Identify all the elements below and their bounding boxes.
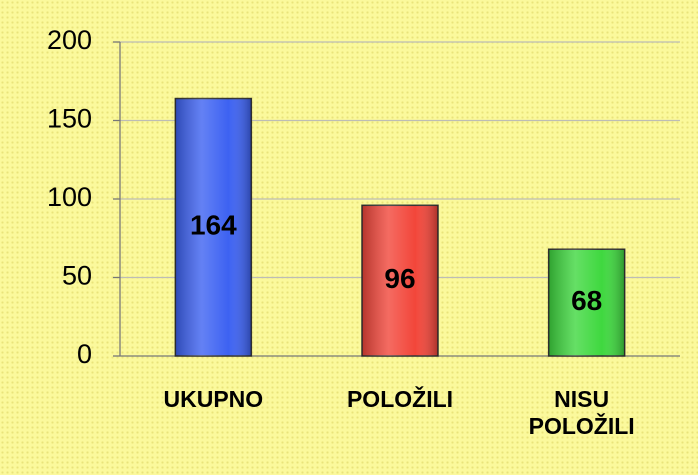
y-tick-label: 0 xyxy=(77,339,92,369)
value-label: 68 xyxy=(571,285,602,316)
x-tick-label: NISU POLOŽILI xyxy=(528,386,635,439)
y-tick-label: 150 xyxy=(47,104,92,134)
value-label: 96 xyxy=(384,263,415,294)
bar-shine xyxy=(362,205,438,356)
bar-shine xyxy=(175,98,252,357)
y-tick-label: 50 xyxy=(62,261,92,291)
value-label: 164 xyxy=(190,210,237,241)
bar-shine xyxy=(548,249,625,356)
y-tick-label: 100 xyxy=(47,182,92,212)
y-tick-label: 200 xyxy=(47,25,92,55)
x-tick-label: UKUPNO xyxy=(163,386,264,412)
x-tick-label: POLOŽILI xyxy=(346,386,454,412)
